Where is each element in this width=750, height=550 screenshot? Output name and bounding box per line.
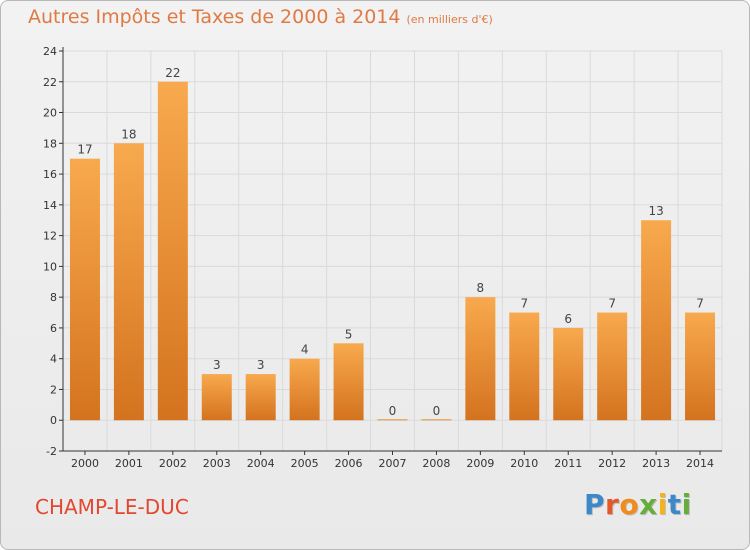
x-tick-label: 2001 [115,457,143,470]
data-label: 3 [257,358,265,372]
x-tick-label: 2011 [554,457,582,470]
data-label: 0 [433,404,441,418]
data-label: 6 [564,312,572,326]
y-tick-label: 10 [43,260,57,273]
data-label: 17 [77,143,92,157]
data-label: 3 [213,358,221,372]
y-tick-label: 18 [43,137,57,150]
y-tick-label: 20 [43,107,57,120]
x-tick-label: 2003 [203,457,231,470]
y-tick-label: 16 [43,168,57,181]
bar-2005 [289,358,320,421]
chart-title: Autres Impôts et Taxes de 2000 à 2014 (en… [28,6,493,28]
bar-2013 [641,220,672,421]
data-label: 4 [301,343,309,357]
logo-letter: r [605,488,620,521]
y-tick-label: -2 [46,445,57,458]
x-tick-label: 2006 [335,457,363,470]
bar-2003 [201,374,232,421]
bar-2004 [245,374,276,421]
x-tick-label: 2004 [247,457,275,470]
logo-letter: i [681,488,692,521]
data-label: 0 [389,404,397,418]
bar-2012 [597,312,628,421]
bar-2002 [157,81,188,421]
x-tick-label: 2013 [642,457,670,470]
data-label: 18 [121,127,136,141]
x-tick-label: 2009 [466,457,494,470]
x-tick-label: 2000 [71,457,99,470]
bar-2000 [69,158,100,421]
y-tick-label: 0 [50,414,57,427]
proxiti-logo: Proxiti [584,488,692,521]
logo-letter: P [584,488,606,521]
data-label: 7 [696,297,704,311]
y-tick-label: 14 [43,199,57,212]
y-tick-label: 4 [50,353,57,366]
data-label: 5 [345,327,353,341]
x-tick-label: 2010 [510,457,538,470]
bar-2008 [421,419,452,421]
bar-2001 [113,143,144,421]
data-label: 7 [608,297,616,311]
bar-2009 [465,297,496,421]
bar-2014 [685,312,716,421]
logo-letter: x [639,488,658,521]
bar-2007 [377,419,408,421]
y-tick-label: 22 [43,76,57,89]
x-tick-label: 2008 [422,457,450,470]
bar-2006 [333,343,364,421]
logo-letter: i [657,488,668,521]
data-label: 8 [477,281,485,295]
chart-title-text: Autres Impôts et Taxes de 2000 à 2014 [28,6,401,28]
bars [69,81,716,421]
data-label: 13 [648,204,663,218]
x-tick-label: 2014 [686,457,714,470]
data-labels: 17 18 22 3 3 4 5 0 0 8 7 6 7 13 7 [77,66,704,418]
x-tick-label: 2005 [291,457,319,470]
commune-name: CHAMP-LE-DUC [35,495,189,519]
x-tick-label: 2007 [379,457,407,470]
y-tick-label: 8 [50,291,57,304]
x-tick-label: 2012 [598,457,626,470]
logo-letter: o [619,488,640,521]
logo-letter: t [667,488,682,521]
y-tick-label: 6 [50,322,57,335]
y-tick-label: 24 [43,45,57,58]
bar-2011 [553,327,584,421]
data-label: 7 [520,297,528,311]
y-tick-label: 2 [50,383,57,396]
chart-subtitle: (en milliers d'€) [406,13,493,26]
data-label: 22 [165,66,180,80]
x-tick-label: 2002 [159,457,187,470]
bar-2010 [509,312,540,421]
y-tick-label: 12 [43,230,57,243]
